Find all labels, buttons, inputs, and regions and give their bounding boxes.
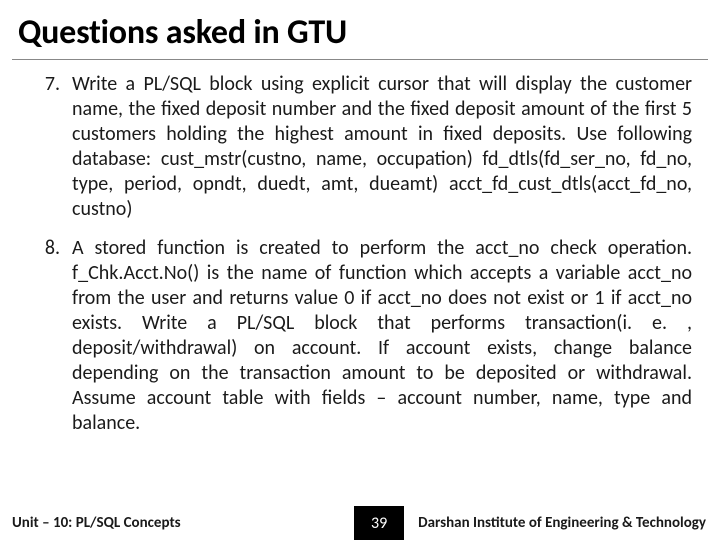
footer-institute: Darshan Institute of Engineering & Techn…: [404, 514, 720, 532]
footer-unit-label: Unit – 10: PL/SQL Concepts: [0, 514, 354, 532]
title-divider: [12, 59, 708, 60]
content-area: 7. Write a PL/SQL block using explicit c…: [0, 72, 720, 436]
question-number: 8.: [28, 236, 68, 436]
slide-footer: Unit – 10: PL/SQL Concepts 39 Darshan In…: [0, 506, 720, 540]
footer-page-number: 39: [354, 506, 404, 540]
question-item: 8. A stored function is created to perfo…: [28, 236, 692, 436]
question-text: Write a PL/SQL block using explicit curs…: [68, 72, 692, 222]
question-number: 7.: [28, 72, 68, 222]
question-text: A stored function is created to perform …: [68, 236, 692, 436]
slide-title: Questions asked in GTU: [0, 0, 720, 59]
question-item: 7. Write a PL/SQL block using explicit c…: [28, 72, 692, 222]
